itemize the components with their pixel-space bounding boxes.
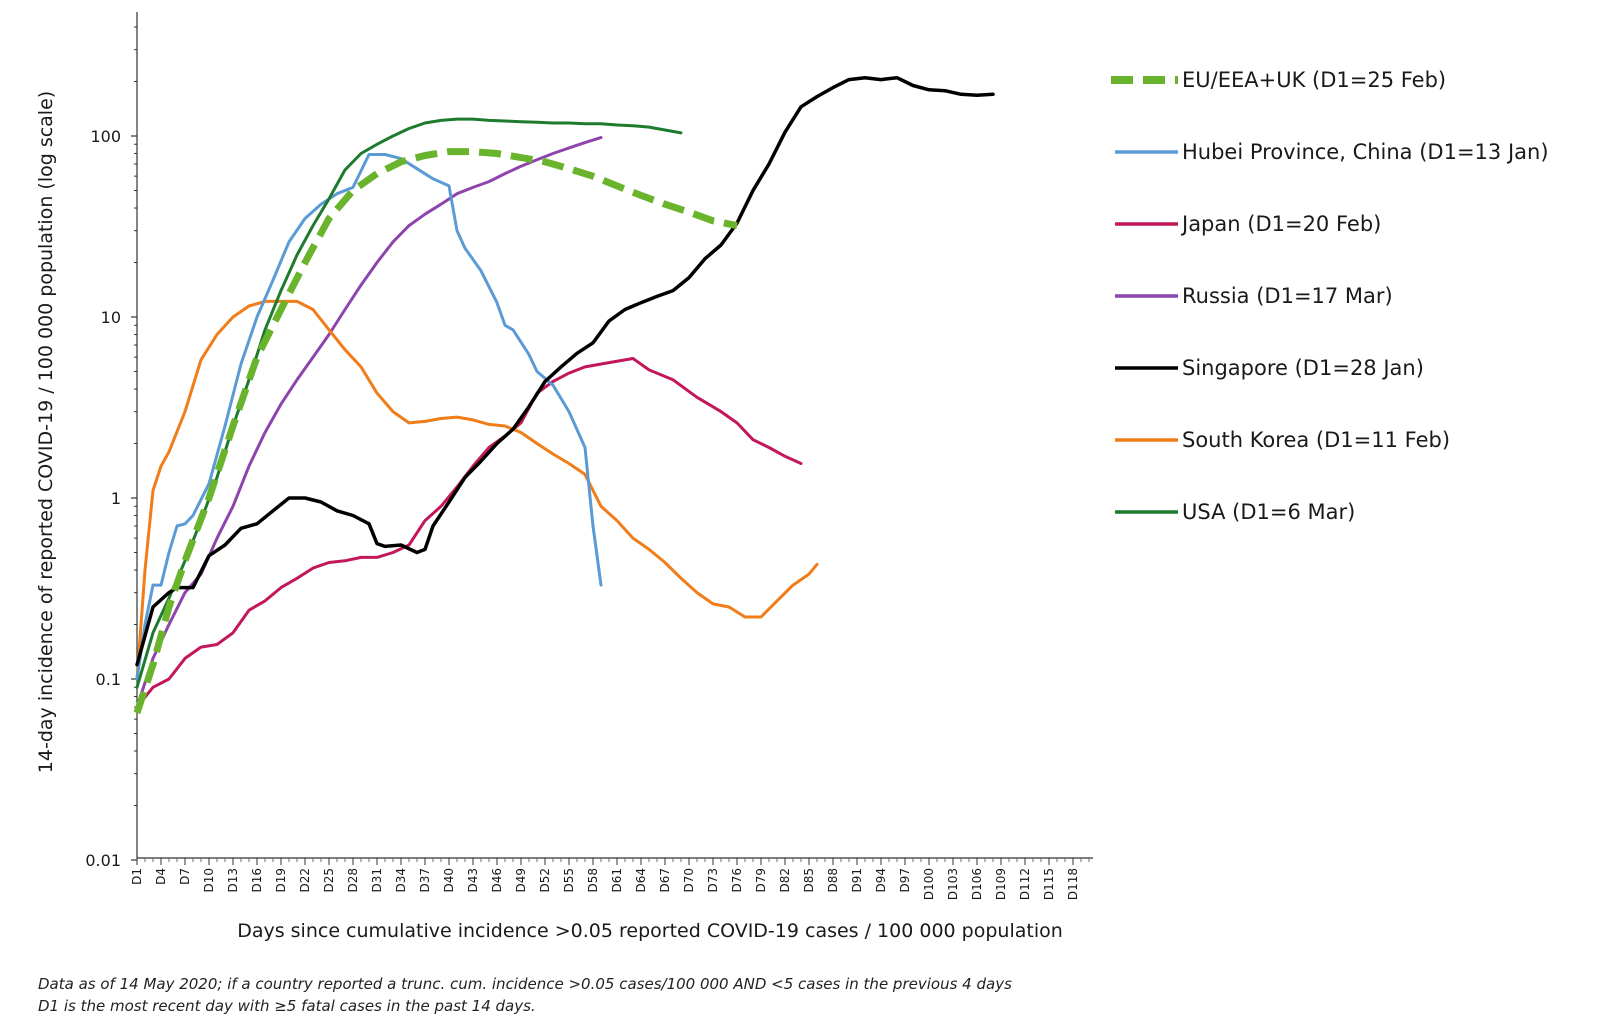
x-tick-label: D97 [898, 868, 912, 893]
legend-label: Singapore (D1=28 Jan) [1182, 356, 1424, 380]
y-tick-label: 0.01 [85, 851, 121, 870]
x-tick-label: D58 [586, 868, 600, 893]
x-tick-label: D52 [538, 868, 552, 893]
x-tick-label: D46 [490, 868, 504, 893]
x-tick-label: D43 [466, 868, 480, 893]
x-tick-label: D4 [154, 868, 168, 885]
x-tick-label: D94 [874, 868, 888, 893]
x-tick-label: D118 [1066, 868, 1080, 900]
x-tick-label: D115 [1042, 868, 1056, 900]
legend-label: Russia (D1=17 Mar) [1182, 284, 1393, 308]
x-tick-label: D103 [946, 868, 960, 900]
x-tick-label: D10 [202, 868, 216, 893]
series-line-5 [135, 299, 819, 681]
x-tick-label: D40 [442, 868, 456, 893]
footnote-line-2: D1 is the most recent day with ≥5 fatal … [38, 997, 536, 1015]
axes: 0.01 0.1 1 10 100 D1 D4 D7 D10 D13 D16 D19 D22 D25 D28… [85, 12, 1093, 900]
y-axis-label: 14-day incidence of reported COVID-19 / … [35, 91, 57, 773]
legend-label: EU/EEA+UK (D1=25 Feb) [1182, 68, 1446, 92]
series-line-4 [135, 75, 995, 667]
x-tick-label: D61 [610, 868, 624, 893]
x-tick-label: D88 [826, 868, 840, 893]
series-line-3 [135, 136, 603, 709]
y-tick-label: 1 [111, 489, 121, 508]
y-tick-label: 10 [101, 308, 121, 327]
legend-label: Hubei Province, China (D1=13 Jan) [1182, 140, 1549, 164]
footnote-line-1: Data as of 14 May 2020; if a country rep… [38, 975, 1012, 993]
x-tick-label: D91 [850, 868, 864, 893]
x-tick-label: D76 [730, 868, 744, 893]
series-lines [133, 75, 995, 715]
x-tick-label: D19 [274, 868, 288, 893]
series-line-2 [135, 357, 803, 709]
x-tick-label: D67 [658, 868, 672, 893]
x-tick-label: D55 [562, 868, 576, 893]
x-tick-label: D100 [922, 868, 936, 900]
series-line-6 [135, 117, 683, 689]
x-tick-label: D70 [682, 868, 696, 893]
legend: EU/EEA+UK (D1=25 Feb) Hubei Province, Chi… [1111, 68, 1549, 524]
x-tick-label: D79 [754, 868, 768, 893]
x-tick-label: D73 [706, 868, 720, 893]
x-tick-label: D25 [322, 868, 336, 893]
x-tick-label: D85 [802, 868, 816, 893]
legend-label: Japan (D1=20 Feb) [1180, 212, 1381, 236]
x-tick-label: D64 [634, 868, 648, 893]
x-tick-label: D1 [130, 868, 144, 885]
x-tick-label: D31 [370, 868, 384, 893]
series-line-0 [133, 148, 738, 715]
x-tick-label: D22 [298, 868, 312, 893]
x-tick-label: D82 [778, 868, 792, 893]
x-axis-label: Days since cumulative incidence >0.05 re… [237, 920, 1063, 942]
x-tick-label: D7 [178, 868, 192, 885]
y-tick-label: 0.1 [96, 670, 121, 689]
legend-label: USA (D1=6 Mar) [1182, 500, 1355, 524]
x-tick-label: D16 [250, 868, 264, 893]
x-tick-label: D109 [994, 868, 1008, 900]
x-tick-label: D28 [346, 868, 360, 893]
x-tick-label: D37 [418, 868, 432, 893]
x-tick-label: D112 [1018, 868, 1032, 900]
x-tick-label: D34 [394, 868, 408, 893]
x-tick-label: D106 [970, 868, 984, 900]
x-tick-label: D13 [226, 868, 240, 893]
series-line-1 [135, 153, 603, 681]
legend-label: South Korea (D1=11 Feb) [1182, 428, 1450, 452]
x-tick-label: D49 [514, 868, 528, 893]
y-tick-label: 100 [90, 127, 121, 146]
